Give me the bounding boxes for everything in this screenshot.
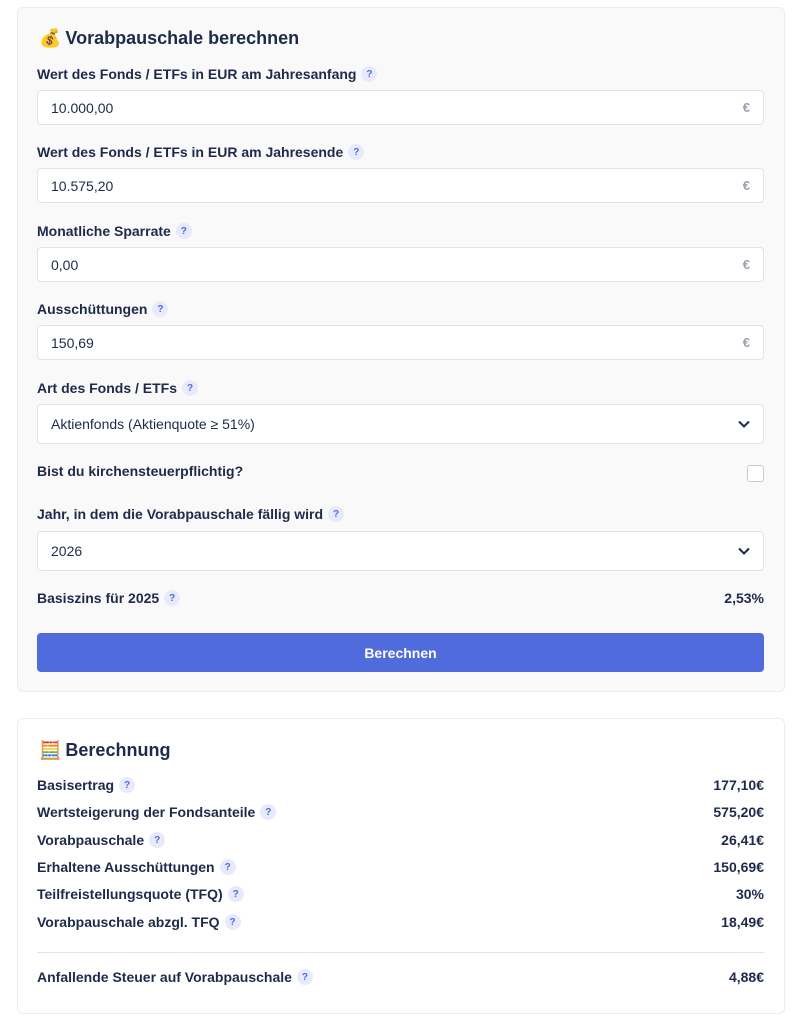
help-icon[interactable]: ? bbox=[328, 506, 345, 522]
select-field[interactable]: Aktienfonds (Aktienquote ≥ 51%) bbox=[37, 404, 764, 444]
result-value: 150,69€ bbox=[713, 859, 764, 875]
label-text: Wert des Fonds / ETFs in EUR am Jahresen… bbox=[37, 144, 344, 160]
checkbox[interactable] bbox=[747, 465, 764, 482]
field-label: Erhaltene Ausschüttungen? bbox=[37, 857, 236, 877]
base-rate-value: 2,53% bbox=[724, 590, 764, 606]
help-icon[interactable]: ? bbox=[219, 859, 236, 875]
input-value: 0,00 bbox=[51, 256, 79, 273]
result-value: 4,88€ bbox=[728, 969, 764, 985]
field-label: Basisertrag? bbox=[37, 775, 136, 795]
label-text: Vorabpauschale abzgl. TFQ bbox=[37, 914, 220, 930]
field-label: Monatliche Sparrate? bbox=[37, 221, 192, 241]
field-label: Vorabpauschale? bbox=[37, 830, 166, 850]
title-text: Berechnung bbox=[65, 739, 171, 760]
input-field[interactable]: 150,69 € bbox=[37, 325, 764, 360]
input-value: 10.575,20 bbox=[51, 177, 114, 194]
label-text: Wertsteigerung der Fondsanteile bbox=[37, 804, 256, 820]
label-text: Teilfreistellungsquote (TFQ) bbox=[37, 886, 223, 902]
select-field[interactable]: 2026 bbox=[37, 531, 764, 571]
help-icon[interactable]: ? bbox=[361, 66, 378, 82]
currency-suffix: € bbox=[742, 178, 750, 193]
result-value: 18,49€ bbox=[721, 914, 764, 930]
currency-suffix: € bbox=[742, 100, 750, 115]
input-field[interactable]: 10.575,20 € bbox=[37, 168, 764, 203]
help-icon[interactable]: ? bbox=[260, 804, 277, 820]
select-value: Aktienfonds (Aktienquote ≥ 51%) bbox=[51, 416, 255, 432]
input-field[interactable]: 0,00 € bbox=[37, 247, 764, 282]
result-value: 26,41€ bbox=[721, 832, 764, 848]
label-text: Bist du kirchensteuerpflichtig? bbox=[37, 463, 244, 479]
help-icon[interactable]: ? bbox=[182, 380, 199, 396]
result-value: 177,10€ bbox=[713, 777, 764, 793]
currency-suffix: € bbox=[742, 335, 750, 350]
help-icon[interactable]: ? bbox=[175, 223, 192, 239]
divider bbox=[37, 952, 764, 953]
title-text: Vorabpauschale berechnen bbox=[65, 27, 300, 48]
field-label: Wertsteigerung der Fondsanteile? bbox=[37, 802, 277, 822]
label-text: Basiszins für 2025 bbox=[37, 590, 160, 606]
chevron-path bbox=[738, 547, 750, 555]
field-label: Vorabpauschale abzgl. TFQ? bbox=[37, 912, 241, 932]
input-value: 10.000,00 bbox=[51, 99, 114, 116]
field-label: Wert des Fonds / ETFs in EUR am Jahresan… bbox=[37, 64, 378, 84]
label-text: Art des Fonds / ETFs bbox=[37, 380, 178, 396]
currency-suffix: € bbox=[742, 257, 750, 272]
label-text: Erhaltene Ausschüttungen bbox=[37, 859, 215, 875]
results-card bbox=[17, 718, 785, 1014]
help-icon[interactable]: ? bbox=[348, 144, 365, 160]
input-value: 150,69 bbox=[51, 334, 94, 351]
label-text: Vorabpauschale bbox=[37, 832, 145, 848]
field-label: Art des Fonds / ETFs? bbox=[37, 378, 199, 398]
chevron bbox=[738, 420, 750, 428]
label-text: Ausschüttungen bbox=[37, 301, 148, 317]
label-text: Anfallende Steuer auf Vorabpauschale bbox=[37, 969, 292, 985]
help-icon[interactable]: ? bbox=[119, 777, 136, 793]
field-label: Ausschüttungen? bbox=[37, 299, 169, 319]
input-field[interactable]: 10.000,00 € bbox=[37, 90, 764, 125]
help-icon[interactable]: ? bbox=[227, 886, 244, 902]
label-text: Basisertrag bbox=[37, 777, 115, 793]
help-icon[interactable]: ? bbox=[296, 969, 313, 985]
field-label: Bist du kirchensteuerpflichtig? bbox=[37, 461, 243, 481]
label-text: Jahr, in dem die Vorabpauschale fällig w… bbox=[37, 506, 324, 522]
title-icon: 🧮 bbox=[39, 739, 62, 760]
label-text: Monatliche Sparrate bbox=[37, 223, 171, 239]
field-label: Teilfreistellungsquote (TFQ)? bbox=[37, 884, 244, 904]
result-value: 30% bbox=[735, 886, 764, 902]
help-icon[interactable]: ? bbox=[164, 590, 181, 606]
help-icon[interactable]: ? bbox=[224, 914, 241, 930]
label-text: Wert des Fonds / ETFs in EUR am Jahresan… bbox=[37, 66, 357, 82]
field-label: Wert des Fonds / ETFs in EUR am Jahresen… bbox=[37, 142, 365, 162]
card-title: 💰 Vorabpauschale berechnen bbox=[39, 26, 299, 50]
help-icon[interactable]: ? bbox=[152, 301, 169, 317]
field-label: Anfallende Steuer auf Vorabpauschale? bbox=[37, 967, 313, 987]
chevron-path bbox=[738, 420, 750, 428]
field-label: Basiszins für 2025? bbox=[37, 588, 181, 608]
select-value: 2026 bbox=[51, 543, 83, 559]
card-title: 🧮 Berechnung bbox=[39, 738, 170, 762]
submit-button[interactable]: Berechnen bbox=[37, 633, 764, 672]
chevron bbox=[738, 547, 750, 555]
field-label: Jahr, in dem die Vorabpauschale fällig w… bbox=[37, 504, 345, 524]
help-icon[interactable]: ? bbox=[149, 832, 166, 848]
result-value: 575,20€ bbox=[713, 804, 764, 820]
title-icon: 💰 bbox=[39, 27, 62, 48]
